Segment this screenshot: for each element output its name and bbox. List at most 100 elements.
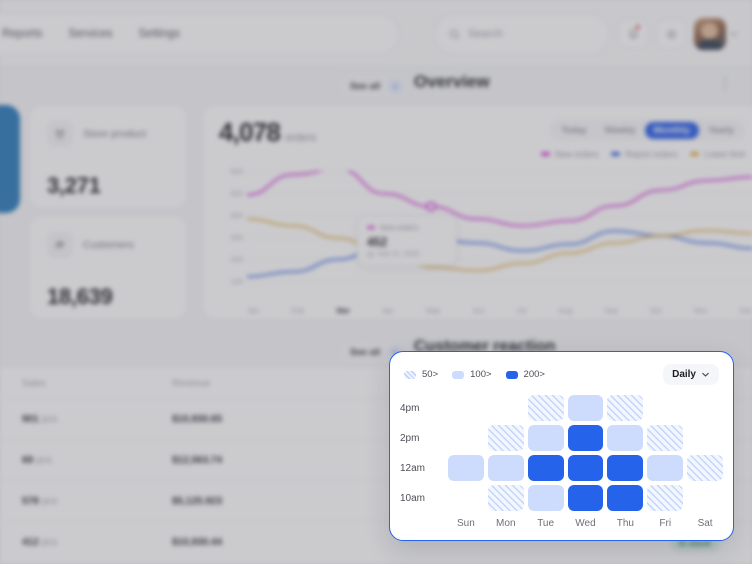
orders-total: 4,078 orders (219, 117, 316, 148)
legend-item-100: 100> (452, 369, 492, 380)
cell-revenue: $12,563.74 (172, 454, 223, 466)
range-weekly[interactable]: Weekly (604, 124, 636, 136)
see-all-label: See all (350, 81, 381, 92)
x-axis: Jan Feb Mar Apr May Jun Jul Aug Sep Oct … (247, 306, 752, 315)
heatmap-row-label: 2pm (400, 432, 420, 444)
heatmap-day-labels: Sun Mon Tue Wed Thu Fri Sat (400, 518, 723, 529)
heatmap-cell[interactable] (487, 425, 524, 451)
heatmap-cell[interactable] (527, 455, 564, 481)
heatmap-cell[interactable] (607, 455, 644, 481)
heatmap-cell (687, 395, 723, 421)
heatmap-cell[interactable] (687, 455, 723, 481)
page-title: Overview (414, 72, 490, 91)
tooltip-series-label: New orders (380, 223, 419, 232)
legend-swatch-solid (505, 370, 518, 379)
legend-label: Lower limit (704, 149, 745, 159)
heatmap-cell[interactable] (567, 455, 604, 481)
more-options-button[interactable] (714, 70, 736, 96)
legend-label: New orders (554, 149, 599, 159)
cell-sales: 69 pcs (22, 454, 52, 466)
heatmap-legend: 50> 100> 200> (404, 369, 545, 380)
x-tick-feb: Feb (291, 306, 305, 315)
heatmap-cell[interactable] (647, 485, 684, 511)
search-input[interactable]: Search (434, 13, 610, 55)
stat-header: Customers (47, 232, 169, 258)
y-tick-400: 400 (230, 211, 243, 220)
legend-item-200: 200> (505, 369, 545, 380)
period-selector[interactable]: Daily (663, 364, 719, 385)
orders-total-value: 4,078 (219, 117, 281, 147)
cell-revenue: $5,125.923 (172, 495, 223, 507)
heatmap-column-label: Wed (575, 518, 596, 529)
x-tick-dec: Dec (739, 306, 752, 315)
heatmap-cell[interactable] (527, 485, 564, 511)
heatmap-cell[interactable] (607, 425, 644, 451)
range-selector[interactable]: Today Weekly Monthly Yearly (550, 119, 745, 141)
heatmap-cell[interactable] (487, 455, 524, 481)
x-tick-may: May (426, 306, 441, 315)
legend-swatch-hatch (404, 370, 416, 379)
heatmap-cell (448, 425, 484, 451)
notifications-button[interactable] (618, 19, 648, 49)
heatmap-cell[interactable] (527, 425, 564, 451)
heatmap-cell[interactable] (487, 485, 524, 511)
main-navigation[interactable]: side Reports Services Settings (0, 13, 400, 55)
bell-icon (628, 28, 638, 39)
heatmap-cell[interactable] (567, 425, 604, 451)
x-tick-aug: Aug (558, 306, 573, 315)
range-yearly[interactable]: Yearly (707, 124, 734, 136)
heatmap-column-label: Fri (659, 518, 672, 529)
stat-value: 18,639 (47, 284, 113, 309)
x-tick-jun: Jun (472, 306, 485, 315)
heatmap-cell[interactable] (607, 395, 644, 421)
heatmap-cell (647, 395, 683, 421)
x-tick-jan: Jan (247, 306, 260, 315)
heatmap-cell[interactable] (567, 395, 604, 421)
heatmap-cell[interactable] (647, 425, 684, 451)
heatmap-row-label: 10am (400, 492, 426, 504)
nav-item-settings[interactable]: Settings (138, 28, 181, 40)
heatmap-column-label: Tue (537, 518, 555, 529)
heatmap-cell[interactable] (567, 485, 604, 511)
heatmap-cell[interactable] (448, 455, 484, 481)
legend-label: 100> (470, 369, 492, 380)
legend-new-orders: New orders (540, 149, 599, 159)
chevron-down-icon (702, 372, 709, 377)
spacer (400, 518, 444, 529)
y-tick-300: 300 (230, 233, 243, 242)
notification-badge (636, 25, 640, 29)
see-all-overview-button[interactable]: See all (336, 72, 413, 101)
range-monthly[interactable]: Monthly (644, 121, 699, 139)
user-menu[interactable] (694, 18, 738, 50)
cell-revenue: $10,930.44 (172, 536, 223, 548)
top-bar: side Reports Services Settings Search (0, 0, 752, 68)
customer-reaction-title: Customer reaction (414, 338, 556, 355)
y-tick-100: 100 (230, 277, 243, 286)
users-icon (47, 232, 73, 258)
nav-item-reports[interactable]: Reports (2, 28, 43, 40)
x-tick-nov: Nov (693, 306, 708, 315)
tooltip-date: Mar 21, 2025 (378, 251, 420, 258)
overview-chart-card: 4,078 orders Today Weekly Monthly Yearly … (202, 104, 752, 320)
tooltip-date-row: Mar 21, 2025 (367, 251, 447, 258)
legend-item-50: 50> (404, 369, 438, 380)
cell-sales: 901 pcs (22, 413, 58, 425)
heatmap-cell[interactable] (607, 485, 644, 511)
column-sales: Sales (22, 377, 46, 389)
stat-card-store-product[interactable]: Store product 3,271 (28, 104, 188, 209)
tooltip-series: New orders (367, 223, 447, 232)
nav-item-services[interactable]: Services (68, 28, 113, 40)
heatmap: 4pm 2pm 12am 10am Sun Mon Tue Wed Thu Fri Sat (390, 391, 733, 529)
heatmap-cell[interactable] (647, 455, 684, 481)
heatmap-cell (687, 425, 723, 451)
settings-button[interactable] (656, 19, 686, 49)
stat-card-customers[interactable]: Customers 18,639 (28, 215, 188, 320)
heatmap-cell[interactable] (527, 395, 564, 421)
range-today[interactable]: Today (561, 124, 587, 136)
modal-header: 50> 100> 200> Daily (390, 352, 733, 391)
legend-lower-limit: Lower limit (690, 149, 745, 159)
stat-label: Store product (83, 128, 147, 140)
heatmap-column-label: Sat (697, 518, 713, 529)
heatmap-cell (488, 395, 524, 421)
legend-label: Report orders (625, 149, 678, 159)
